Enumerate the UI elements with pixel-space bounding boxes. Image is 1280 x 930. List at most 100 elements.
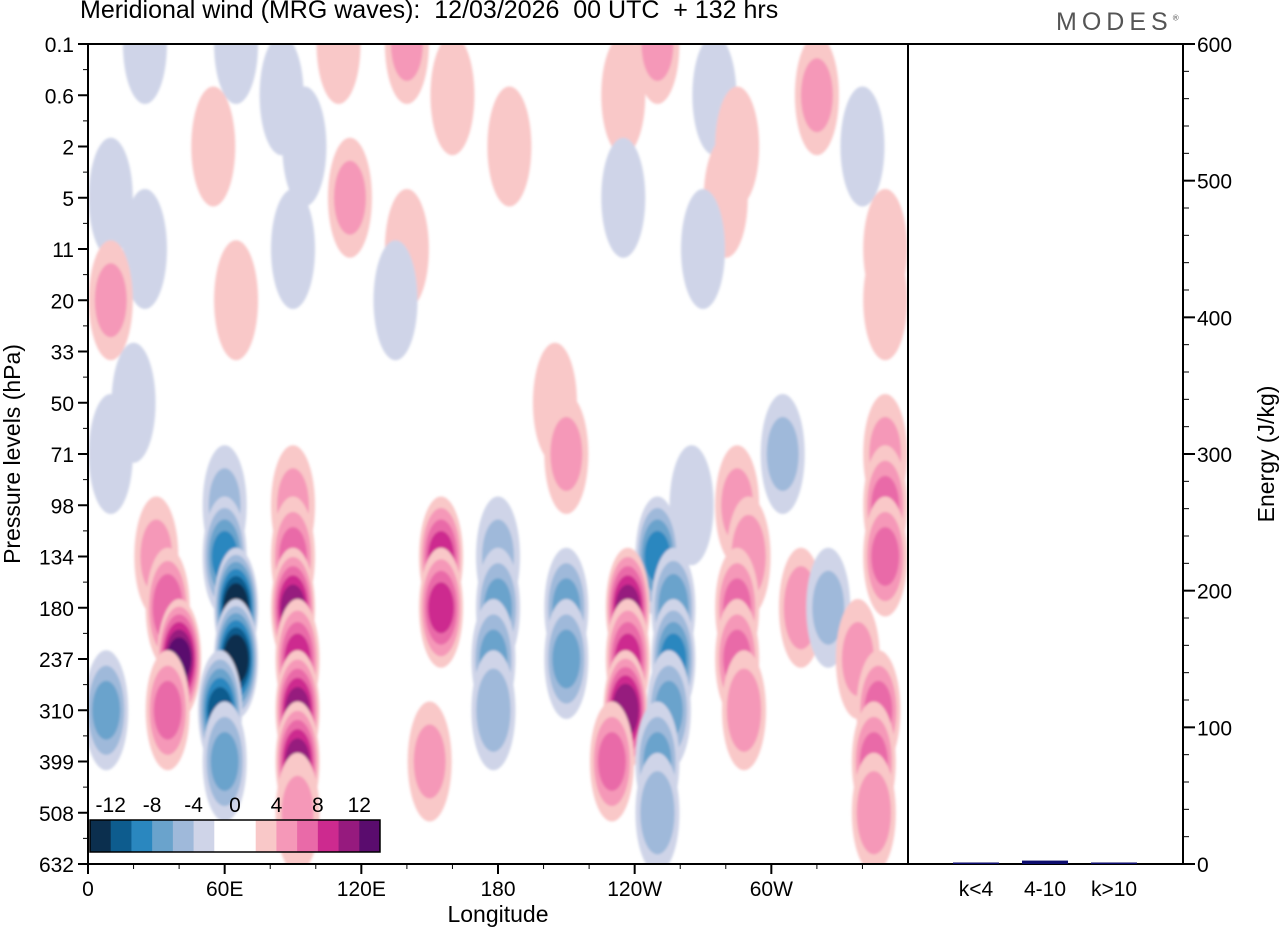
energy-tick-label: 100 (1197, 717, 1232, 740)
pressure-tick-label: 134 (39, 547, 74, 570)
energy-panel-frame (907, 43, 1184, 865)
colorbar-swatch (297, 820, 319, 852)
energy-tick-label: 0 (1197, 854, 1209, 877)
colorbar-swatch (235, 820, 257, 852)
energy-tick-label: 300 (1197, 444, 1232, 467)
colorbar: -12 -8 -4 0 4 8 12 (89, 794, 381, 853)
pressure-tick-label: 508 (39, 803, 74, 826)
wind-anomaly-12 (487, 86, 532, 207)
energy-axis-title: Energy (J/kg) (1253, 386, 1279, 523)
colorbar-swatch (317, 820, 340, 852)
pressure-tick-label: 98 (51, 495, 74, 518)
pressure-tick-label: 632 (39, 854, 74, 877)
wind-anomaly-78 (407, 701, 452, 822)
wind-anomaly-26 (373, 240, 418, 361)
wind-anomaly-76 (202, 701, 247, 822)
energy-tick-label: 400 (1197, 307, 1232, 330)
wind-anomaly-0 (122, 44, 167, 104)
pressure-axis: 0.1 0.6 2 5 11 20 33 50 71 98 134 180 237 310 399 508 63… (39, 34, 88, 877)
wind-anomaly-7 (601, 44, 646, 156)
energy-tick-label: 600 (1197, 34, 1232, 57)
wind-anomaly-67 (88, 650, 129, 771)
x-axis-title: Longitude (447, 901, 548, 927)
colorbar-swatch (255, 820, 277, 852)
wind-anomaly-62 (544, 599, 589, 719)
colorbar-swatch (338, 820, 360, 852)
heatmap-layer (88, 44, 908, 864)
wind-anomaly-36 (669, 445, 714, 566)
modes-logo: MODES® (1056, 8, 1179, 37)
colorbar-label: 4 (271, 794, 283, 817)
energy-bar-4-10 (1022, 860, 1068, 864)
wind-anomaly-10 (191, 86, 236, 207)
pressure-tick-label: 11 (52, 239, 74, 262)
wind-anomaly-17 (601, 137, 646, 258)
energy-category-label: 4-10 (1024, 878, 1066, 901)
colorbar-label: -4 (184, 794, 203, 817)
wind-anomaly-68 (145, 650, 190, 771)
wind-anomaly-2 (316, 44, 361, 104)
energy-bar-k<4 (953, 862, 999, 864)
colorbar-label: -12 (96, 794, 126, 817)
energy-tick-label: 200 (1197, 581, 1232, 604)
wind-anomaly-9 (794, 44, 839, 156)
wind-anomaly-30 (88, 394, 133, 514)
logo-mark: ® (1172, 13, 1179, 23)
pressure-tick-label: 310 (39, 700, 74, 723)
pressure-tick-label: 2 (62, 137, 74, 160)
colorbar-swatch (172, 820, 195, 852)
colorbar-swatch (359, 820, 381, 852)
wind-anomaly-27 (863, 240, 908, 361)
colorbar-frame (89, 819, 381, 853)
wind-anomaly-20 (271, 189, 315, 309)
longitude-tick-label: 60E (206, 878, 243, 901)
longitude-tick-label: 180 (480, 878, 515, 901)
pressure-tick-label: 5 (62, 188, 74, 211)
longitude-tick-label: 120E (337, 878, 386, 901)
wind-anomaly-24 (88, 240, 133, 361)
colorbar-swatch (90, 820, 112, 852)
y-axis-title: Pressure levels (hPa) (0, 344, 25, 564)
energy-tick-label: 500 (1197, 171, 1232, 194)
pressure-tick-label: 20 (51, 290, 74, 313)
colorbar-label: 12 (348, 794, 371, 817)
colorbar-label: 0 (229, 794, 241, 817)
colorbar-swatch (193, 820, 215, 852)
colorbar-label: 8 (312, 794, 324, 817)
colorbar-label: -8 (143, 794, 162, 817)
wind-anomaly-15 (88, 137, 133, 258)
colorbar-swatch (131, 820, 153, 852)
wind-anomaly-6 (430, 44, 475, 156)
wind-anomaly-83 (635, 752, 680, 864)
pressure-tick-label: 71 (51, 444, 74, 467)
energy-category-label: k<4 (959, 878, 994, 901)
energy-bars: k<4 4-10 k>10 (953, 860, 1137, 901)
longitude-tick-label: 0 (82, 878, 94, 901)
longitude-tick-label: 120W (607, 878, 662, 901)
wind-anomaly-16 (327, 137, 372, 258)
longitude-tick-label: 60W (750, 878, 793, 901)
wind-anomaly-4 (635, 44, 680, 104)
wind-anomaly-14 (840, 86, 885, 207)
pressure-tick-label: 50 (51, 393, 74, 416)
pressure-tick-label: 0.1 (45, 34, 74, 57)
pressure-tick-label: 0.6 (45, 85, 74, 108)
wind-anomaly-84 (851, 752, 896, 864)
pressure-tick-label: 33 (51, 342, 74, 365)
energy-bar-k>10 (1091, 862, 1137, 864)
energy-category-label: k>10 (1091, 878, 1137, 901)
wind-anomaly-22 (681, 189, 725, 309)
pressure-tick-label: 399 (39, 752, 74, 775)
wind-anomaly-32 (760, 394, 805, 514)
wind-anomaly-71 (471, 650, 516, 771)
wind-anomaly-11 (282, 86, 327, 207)
colorbar-swatch (214, 820, 236, 852)
wind-anomaly-3 (384, 44, 429, 104)
wind-anomaly-19 (122, 189, 167, 309)
energy-axis: 0 100 200 300 400 500 600 (1183, 34, 1232, 877)
pressure-tick-label: 180 (39, 598, 74, 621)
wind-anomaly-79 (589, 701, 634, 822)
wind-anomaly-74 (722, 650, 766, 771)
pressure-tick-label: 237 (39, 649, 74, 672)
